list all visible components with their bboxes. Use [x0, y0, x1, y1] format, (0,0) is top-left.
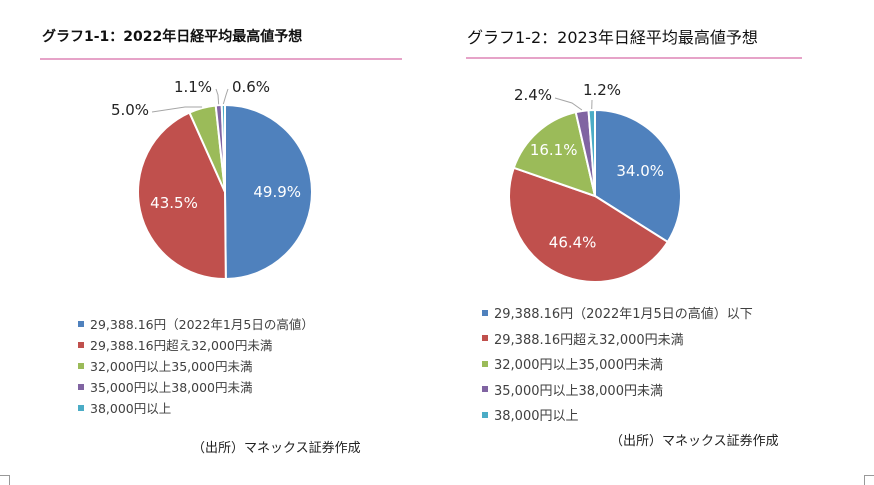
pie-chart-2023: 34.0% 46.4% 16.1% 2.4% 1.2%: [440, 0, 874, 300]
legend-swatch-icon: [78, 321, 84, 327]
legend-swatch-icon: [78, 342, 84, 348]
legend-item: 38,000円以上: [78, 397, 314, 418]
source-note: （出所）マネックス証券作成: [610, 430, 779, 449]
legend-item: 29,388.16円超え32,000円未満: [78, 334, 314, 355]
chart-panel-2023: グラフ1-2：2023年日経平均最高値予想 34.0%46.4%16.1%2.4…: [440, 0, 874, 470]
legend-item: 32,000円以上35,000円未満: [482, 351, 753, 377]
legend-swatch-icon: [482, 361, 488, 367]
legend-swatch-icon: [78, 384, 84, 390]
legend-swatch-icon: [482, 335, 488, 341]
legend-item: 32,000円以上35,000円未満: [78, 355, 314, 376]
data-label: 5.0%: [111, 101, 149, 119]
legend-swatch-icon: [78, 405, 84, 411]
data-label: 0.6%: [232, 78, 270, 96]
leader-line: [216, 89, 219, 104]
pie-chart-2022: 49.9% 43.5% 5.0% 1.1% 0.6%: [0, 0, 430, 300]
data-label: 16.1%: [530, 141, 578, 159]
legend: 29,388.16円（2022年1月5日の高値） 29,388.16円超え32,…: [78, 313, 314, 418]
source-note: （出所）マネックス証券作成: [192, 437, 361, 456]
legend-item: 35,000円以上38,000円未満: [78, 376, 314, 397]
legend-swatch-icon: [482, 386, 488, 392]
legend-swatch-icon: [482, 412, 488, 418]
leader-line: [223, 89, 228, 104]
chart-panel-2022: グラフ1-1：2022年日経平均最高値予想 49.9%43.5%5.0%1.1%…: [0, 0, 430, 470]
data-label: 43.5%: [150, 194, 198, 212]
legend-swatch-icon: [78, 363, 84, 369]
legend-item: 29,388.16円超え32,000円未満: [482, 326, 753, 352]
legend-item: 29,388.16円（2022年1月5日の高値）以下: [482, 300, 753, 326]
legend-swatch-icon: [482, 310, 488, 316]
data-label: 1.1%: [174, 78, 212, 96]
data-label: 46.4%: [549, 233, 597, 251]
data-label: 1.2%: [583, 81, 621, 99]
leader-line: [555, 98, 582, 110]
data-label: 2.4%: [514, 86, 552, 104]
legend-item: 35,000円以上38,000円未満: [482, 377, 753, 403]
data-label: 34.0%: [616, 162, 664, 180]
legend-item: 38,000円以上: [482, 402, 753, 428]
legend: 29,388.16円（2022年1月5日の高値）以下 29,388.16円超え3…: [482, 300, 753, 428]
legend-item: 29,388.16円（2022年1月5日の高値）: [78, 313, 314, 334]
data-label: 49.9%: [253, 183, 301, 201]
